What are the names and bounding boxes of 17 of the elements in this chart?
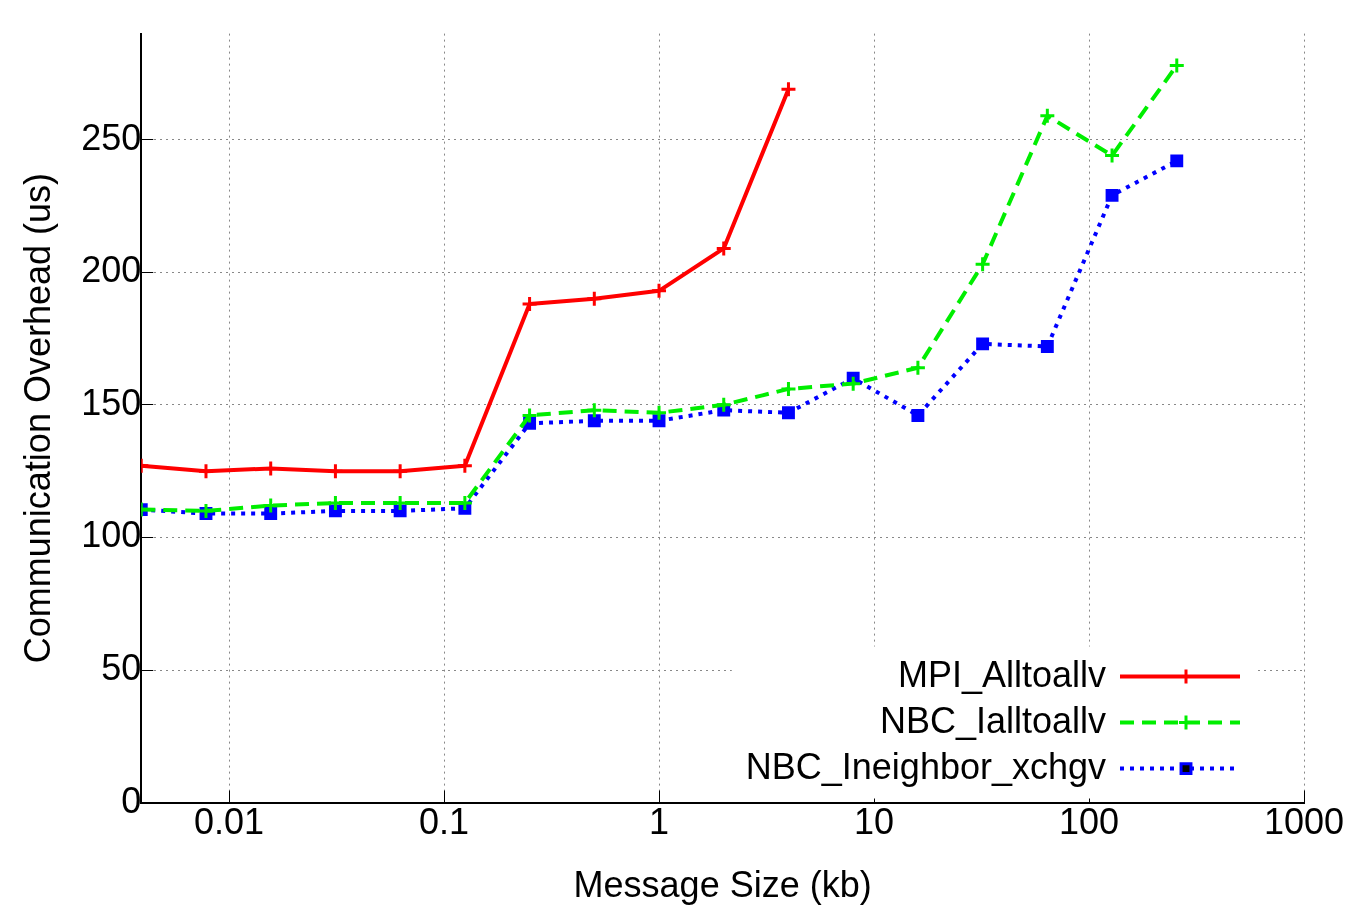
y-tick-label: 0 xyxy=(121,779,142,821)
x-tick-label: 1 xyxy=(649,801,670,843)
x-tick-label: 0.01 xyxy=(193,801,265,843)
y-tick-label: 100 xyxy=(81,514,142,556)
legend-label: NBC_Ineighbor_xchgv xyxy=(745,745,1106,787)
x-tick-label: 1000 xyxy=(1263,801,1345,843)
x-tick-label: 100 xyxy=(1058,801,1120,843)
x-axis-title: Message Size (kb) xyxy=(573,864,872,906)
x-tick-label: 10 xyxy=(853,801,895,843)
legend-label: NBC_Ialltoallv xyxy=(879,699,1106,741)
x-tick-label: 0.1 xyxy=(419,801,470,843)
y-tick-label: 50 xyxy=(101,646,142,688)
y-tick-label: 150 xyxy=(81,381,142,423)
legend-label: MPI_Alltoallv xyxy=(897,653,1106,695)
y-axis-title: Communication Overhead (us) xyxy=(16,173,58,664)
y-tick-label: 200 xyxy=(81,249,142,291)
y-tick-label: 250 xyxy=(81,116,142,158)
